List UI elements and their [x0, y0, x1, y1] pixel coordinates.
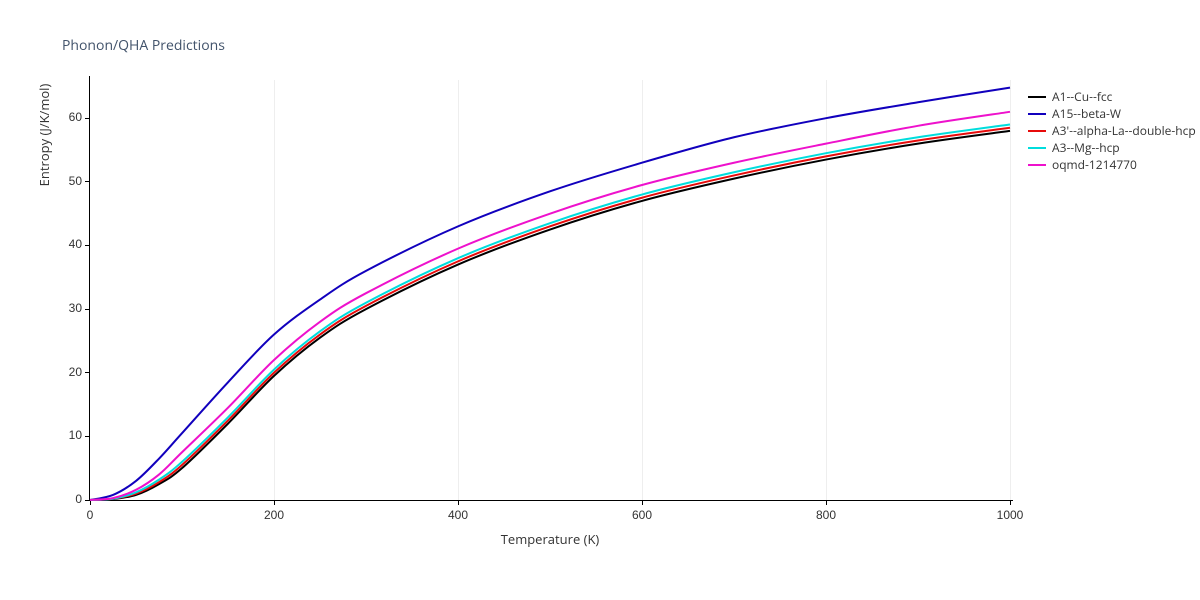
- legend-label: A15--beta-W: [1052, 105, 1121, 122]
- legend-swatch: [1028, 164, 1046, 166]
- legend-item[interactable]: A3--Mg--hcp: [1028, 139, 1120, 156]
- legend-swatch: [1028, 147, 1046, 149]
- legend-item[interactable]: oqmd-1214770: [1028, 156, 1137, 173]
- legend-item[interactable]: A15--beta-W: [1028, 105, 1121, 122]
- series-line: [90, 88, 1010, 500]
- legend-swatch: [1028, 96, 1046, 98]
- legend-item[interactable]: A3'--alpha-La--double-hcp: [1028, 122, 1196, 139]
- legend-swatch: [1028, 113, 1046, 115]
- legend-label: A1--Cu--fcc: [1052, 88, 1112, 105]
- series-line: [90, 125, 1010, 500]
- series-line: [90, 128, 1010, 500]
- series-line: [90, 131, 1010, 500]
- curves-svg: [0, 0, 1200, 600]
- legend-label: A3'--alpha-La--double-hcp: [1052, 122, 1196, 139]
- legend-label: A3--Mg--hcp: [1052, 139, 1120, 156]
- series-line: [90, 112, 1010, 500]
- legend-label: oqmd-1214770: [1052, 156, 1137, 173]
- legend-swatch: [1028, 130, 1046, 132]
- legend-item[interactable]: A1--Cu--fcc: [1028, 88, 1112, 105]
